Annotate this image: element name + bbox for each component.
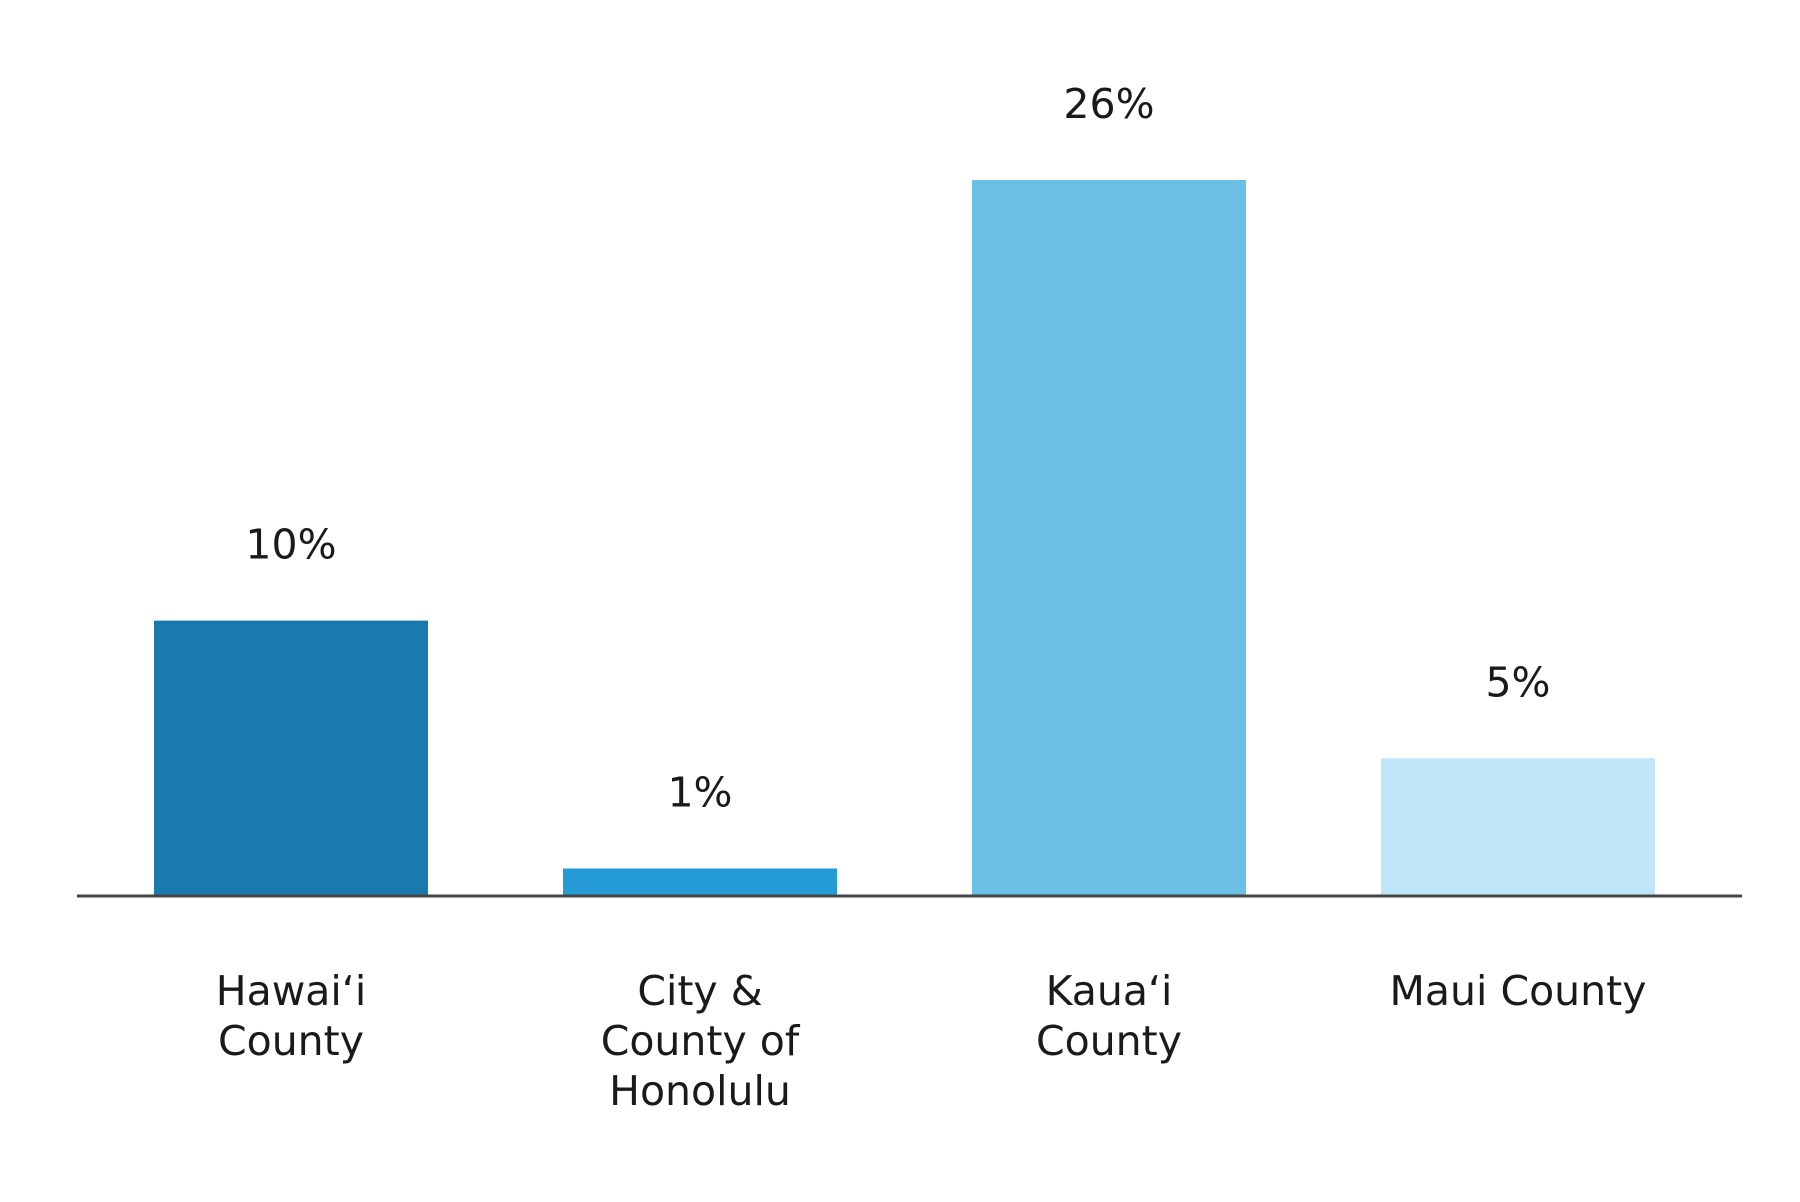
category-label-line: County of xyxy=(601,1017,801,1065)
category-label-line: City & xyxy=(637,967,762,1015)
category-label-line: Maui County xyxy=(1390,967,1647,1015)
category-label-3: Maui County xyxy=(1390,967,1647,1015)
data-label-0: 10% xyxy=(245,521,336,569)
category-label-0: Hawai‘i County xyxy=(216,967,366,1065)
category-label-line: County xyxy=(218,1017,364,1065)
bars-layer xyxy=(154,180,1655,896)
category-label-line: Hawai‘i xyxy=(216,967,366,1015)
category-label-line: Honolulu xyxy=(609,1067,791,1115)
value-labels-layer: 10% 1% 26% 5% xyxy=(245,80,1550,816)
category-label-line: Kaua‘i xyxy=(1046,967,1173,1015)
data-label-2: 26% xyxy=(1063,80,1154,128)
data-label-1: 1% xyxy=(667,768,732,816)
bar-3 xyxy=(1381,758,1655,896)
category-label-2: Kaua‘i County xyxy=(1036,967,1182,1065)
bar-1 xyxy=(563,868,837,896)
bar-2 xyxy=(972,180,1246,896)
category-label-line: County xyxy=(1036,1017,1182,1065)
data-label-3: 5% xyxy=(1485,658,1550,706)
bar-0 xyxy=(154,620,428,896)
category-label-1: City & County of Honolulu xyxy=(601,967,801,1115)
